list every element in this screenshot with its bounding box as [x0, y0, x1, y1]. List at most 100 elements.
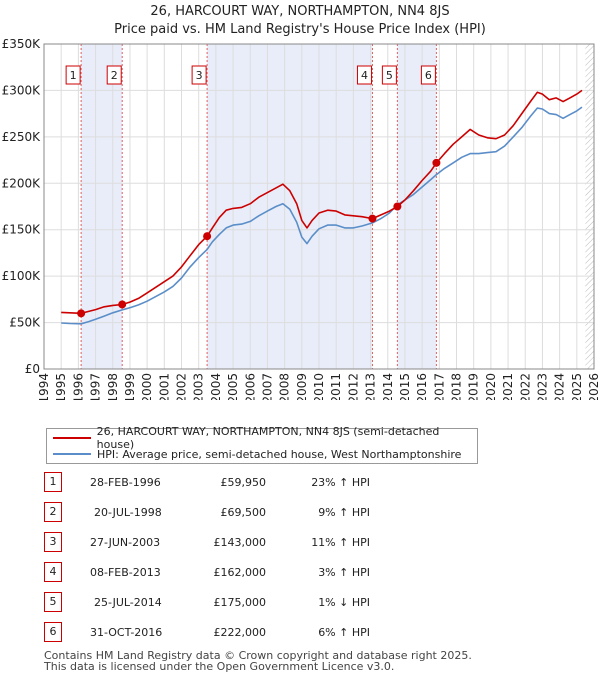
x-tick-label: 2018	[450, 373, 464, 400]
x-tick-label: 1995	[54, 373, 68, 400]
x-tick-label: 2017	[432, 373, 446, 400]
sale-badge: 1	[44, 472, 62, 492]
sale-row: 2 20-JUL-1998 £69,500 9% ↑ HPI	[44, 502, 444, 522]
x-tick-label: 1997	[89, 373, 103, 400]
x-tick-label: 2013	[364, 373, 378, 400]
sale-badge-label: 4	[361, 69, 368, 82]
price-chart: 1 2 3 4 5 6 £0 £50K £100K £150K £200K £250K £300K £35…	[2, 37, 600, 400]
footer: Contains HM Land Registry data © Crown c…	[44, 650, 472, 672]
x-tick-label: 2010	[312, 373, 326, 400]
sale-price: £69,500	[220, 506, 267, 519]
x-tick-label: 2004	[209, 373, 223, 400]
sale-price: £162,000	[213, 566, 267, 579]
x-tick-label: 2016	[415, 373, 429, 400]
x-tick-label: 2003	[192, 373, 206, 400]
x-tick-label: 2005	[226, 373, 240, 400]
legend-item-hpi: HPI: Average price, semi-detached house,…	[53, 446, 461, 462]
sale-date: 20-JUL-1998	[94, 506, 162, 519]
sale-point	[393, 202, 402, 211]
sale-badge-box	[65, 65, 81, 85]
x-tick-label: 2007	[260, 373, 274, 400]
x-tick-label: 2008	[278, 373, 292, 400]
y-tick-label: £200K	[2, 176, 42, 190]
series-line-hpi	[61, 106, 583, 325]
y-tick-label: £0	[25, 362, 40, 376]
sale-date: 27-JUN-2003	[90, 536, 161, 549]
x-tick-label: 2024	[553, 373, 567, 400]
sale-hpi: 3% ↑ HPI	[318, 566, 370, 579]
sale-period-band	[397, 44, 437, 369]
sale-badge: 6	[44, 622, 62, 642]
sale-badge-box	[356, 65, 372, 85]
x-tick-label: 2000	[140, 373, 154, 400]
x-tick-label: 2011	[329, 373, 343, 400]
x-tick-label: 2012	[346, 373, 360, 400]
sale-point	[203, 232, 212, 241]
sale-row: 5 25-JUL-2014 £175,000 1% ↓ HPI	[44, 592, 444, 612]
y-tick-label: £50K	[9, 316, 41, 330]
sale-hpi: 1% ↓ HPI	[318, 596, 370, 609]
sale-badge-label: 2	[111, 69, 118, 82]
sale-price: £175,000	[213, 596, 267, 609]
x-tick-label: 2009	[295, 373, 309, 400]
x-tick-label: 2001	[157, 373, 171, 400]
x-tick-label: 1996	[71, 373, 85, 400]
sale-badge: 5	[44, 592, 62, 612]
sale-badge-label: 6	[425, 69, 432, 82]
x-tick-label: 2014	[381, 373, 395, 400]
sale-price: £59,950	[220, 476, 267, 489]
chart-legend: 26, HARCOURT WAY, NORTHAMPTON, NN4 8JS (…	[46, 425, 478, 464]
sale-row: 3 27-JUN-2003 £143,000 11% ↑ HPI	[44, 532, 444, 552]
sale-price: £222,000	[213, 626, 267, 639]
sale-hpi: 23% ↑ HPI	[311, 476, 370, 489]
footer-licence: This data is licensed under the Open Gov…	[44, 660, 395, 673]
sale-badge-label: 3	[196, 69, 203, 82]
sale-badge: 4	[44, 562, 62, 582]
x-tick-label: 2020	[484, 373, 498, 400]
sale-badge: 2	[44, 502, 62, 522]
sale-row: 1 28-FEB-1996 £59,950 23% ↑ HPI	[44, 472, 444, 492]
x-tick-label: 2022	[518, 373, 532, 400]
x-tick-label: 1999	[123, 373, 137, 400]
x-tick-label: 2002	[175, 373, 189, 400]
sale-price: £143,000	[213, 536, 267, 549]
sale-badge-label: 5	[386, 69, 393, 82]
sale-date: 28-FEB-1996	[90, 476, 161, 489]
y-tick-label: £350K	[2, 37, 42, 51]
x-tick-label: 1998	[106, 373, 120, 400]
legend-label-property: 26, HARCOURT WAY, NORTHAMPTON, NN4 8JS (…	[96, 425, 440, 451]
sale-badge-label: 1	[70, 69, 77, 82]
chart-subtitle: Price paid vs. HM Land Registry's House …	[114, 22, 486, 37]
footer-copyright: Contains HM Land Registry data © Crown c…	[44, 649, 472, 662]
plot-frame	[43, 43, 595, 370]
sale-row: 4 08-FEB-2013 £162,000 3% ↑ HPI	[44, 562, 444, 582]
x-tick-label: 2023	[535, 373, 549, 400]
y-tick-label: £300K	[2, 83, 42, 97]
sale-hpi: 6% ↑ HPI	[318, 626, 370, 639]
x-tick-label: 1994	[37, 373, 51, 400]
sale-point	[432, 158, 441, 167]
sale-badge-box	[106, 65, 122, 85]
x-tick-label: 2021	[501, 373, 515, 400]
y-tick-label: £250K	[2, 130, 42, 144]
x-tick-label: 2019	[467, 373, 481, 400]
series-line-property	[61, 89, 583, 315]
sale-badge-box	[420, 65, 436, 85]
sale-point	[368, 214, 377, 223]
x-tick-label: 2006	[243, 373, 257, 400]
x-tick-label: 2015	[398, 373, 412, 400]
legend-label-hpi: HPI: Average price, semi-detached house,…	[97, 447, 462, 461]
sale-date: 25-JUL-2014	[94, 596, 162, 609]
sale-badge-box	[381, 65, 397, 85]
legend-swatch-property	[53, 437, 91, 439]
sale-badge-box	[191, 65, 207, 85]
sale-period-band	[207, 44, 373, 369]
y-tick-label: £100K	[2, 269, 42, 283]
sale-period-band	[81, 44, 123, 369]
sale-badge: 3	[44, 532, 62, 552]
sale-point	[118, 300, 127, 309]
chart-title: 26, HARCOURT WAY, NORTHAMPTON, NN4 8JS	[150, 4, 450, 19]
sale-row: 6 31-OCT-2016 £222,000 6% ↑ HPI	[44, 622, 444, 642]
sale-date: 08-FEB-2013	[90, 566, 161, 579]
sale-hpi: 11% ↑ HPI	[311, 536, 370, 549]
